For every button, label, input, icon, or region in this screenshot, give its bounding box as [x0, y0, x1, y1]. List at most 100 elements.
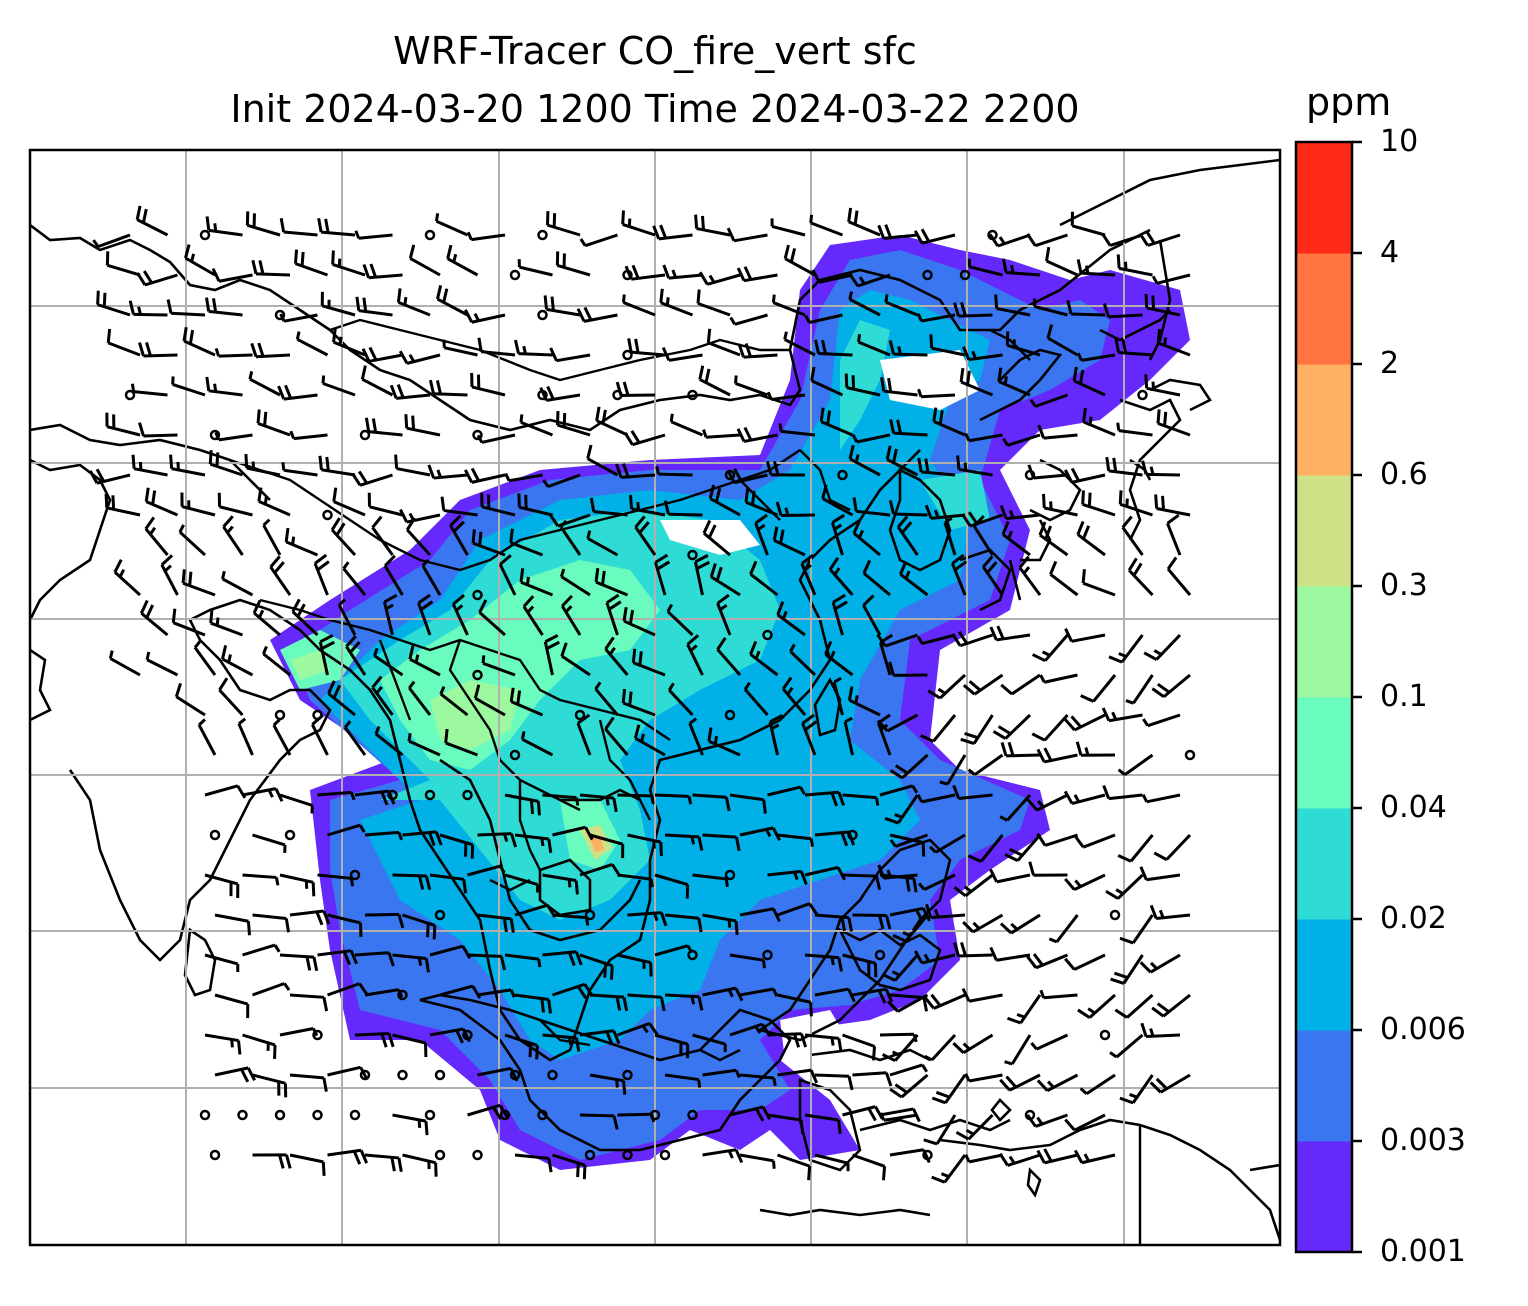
wind-barb — [884, 794, 919, 825]
wind-barb — [739, 987, 779, 997]
wind-barb — [182, 326, 216, 357]
wind-barb — [1101, 232, 1143, 247]
wind-barb — [257, 487, 291, 517]
wind-barb — [1002, 433, 1041, 447]
wind-barb — [777, 833, 814, 847]
wind-barb — [770, 218, 806, 237]
map-title-line-1: WRF-Tracer CO_fire_vert sfc — [393, 29, 917, 73]
wind-barb — [662, 264, 703, 280]
wind-barb — [848, 444, 881, 477]
wind-barb — [135, 205, 169, 237]
wind-barb — [1109, 909, 1121, 921]
wind-barb — [800, 553, 817, 596]
wind-barb — [687, 949, 698, 961]
wind-barb — [166, 299, 206, 317]
wind-barb — [874, 949, 886, 961]
wind-barb — [392, 1113, 429, 1136]
wind-barb — [355, 296, 393, 317]
wind-barb — [178, 524, 207, 557]
wind-barb — [169, 454, 206, 477]
wind-barb — [256, 409, 291, 437]
wind-barb — [281, 462, 318, 477]
wind-barb — [214, 993, 250, 1019]
wind-barb — [477, 913, 515, 933]
wind-barb — [404, 414, 441, 437]
wind-barb — [251, 259, 291, 277]
wind-barb — [467, 864, 506, 877]
wind-barb — [994, 294, 1031, 317]
wind-barb — [552, 1153, 587, 1180]
wind-barb — [857, 333, 891, 357]
wind-barb — [726, 468, 768, 485]
wind-barb — [1119, 1074, 1154, 1105]
wind-barb — [1039, 673, 1078, 684]
colorbar-segment — [1296, 586, 1352, 698]
wind-barb — [470, 372, 506, 397]
wind-barb — [399, 508, 441, 524]
wind-barb — [621, 688, 656, 717]
wind-barb — [1102, 303, 1143, 319]
wind-barb — [917, 457, 956, 477]
wind-barb — [666, 603, 694, 637]
wind-barb — [252, 833, 287, 854]
wind-barb — [783, 244, 816, 277]
wind-barb — [105, 251, 141, 277]
wind-barb — [1005, 331, 1041, 357]
wind-barb — [181, 569, 216, 597]
wind-barb — [408, 680, 432, 716]
wind-barb — [889, 753, 929, 780]
wind-barb — [1101, 707, 1143, 723]
wind-barb — [749, 640, 779, 677]
wind-barb — [478, 599, 506, 637]
wind-barb — [989, 868, 1031, 884]
wind-barb — [509, 1069, 521, 1081]
wind-barb — [517, 493, 553, 517]
wind-barb — [579, 1029, 621, 1046]
wind-barb — [208, 450, 243, 477]
wind-barb — [274, 309, 286, 321]
wind-barb — [252, 1153, 292, 1169]
wind-barb — [392, 1033, 428, 1058]
wind-barb — [916, 313, 956, 323]
wind-barb — [726, 227, 768, 243]
wind-barb — [762, 629, 773, 641]
wind-barb — [579, 953, 614, 980]
wind-barb — [462, 789, 473, 801]
wind-barb — [272, 718, 292, 756]
wind-barb — [964, 1073, 1003, 1083]
wind-barb — [876, 633, 918, 648]
wind-barb — [931, 1074, 967, 1105]
wind-barb — [1000, 741, 1041, 758]
wind-barb — [917, 388, 956, 399]
wind-barb — [951, 631, 993, 648]
wind-barb — [702, 833, 741, 852]
wind-barb — [279, 953, 319, 972]
wind-barb — [615, 463, 656, 479]
wind-barb — [144, 516, 169, 556]
wind-barb — [952, 784, 993, 800]
wind-barb — [664, 993, 704, 1011]
wind-barb — [880, 377, 918, 397]
wind-barb — [584, 909, 596, 921]
wind-barb — [804, 1033, 843, 1053]
wind-barb — [931, 1154, 967, 1184]
wind-barb — [809, 214, 844, 237]
wind-barb — [417, 593, 434, 636]
wind-barb — [1141, 460, 1181, 477]
wind-barb — [284, 527, 319, 557]
wind-barb — [604, 636, 629, 676]
wind-barb — [373, 647, 404, 677]
wind-barb — [777, 1068, 819, 1084]
colorbar-tick-label: 2 — [1380, 346, 1400, 381]
wind-barb — [702, 913, 739, 936]
wind-barb — [832, 676, 844, 716]
wind-barb — [739, 1153, 776, 1169]
wind-barb — [999, 1073, 1041, 1092]
wind-barb — [739, 1073, 777, 1087]
wind-barb — [549, 347, 591, 363]
wind-barb — [138, 422, 178, 438]
wind-barb — [1029, 393, 1069, 408]
wind-barb — [279, 793, 314, 814]
wind-barb — [692, 1033, 727, 1053]
wind-barb — [627, 911, 668, 927]
